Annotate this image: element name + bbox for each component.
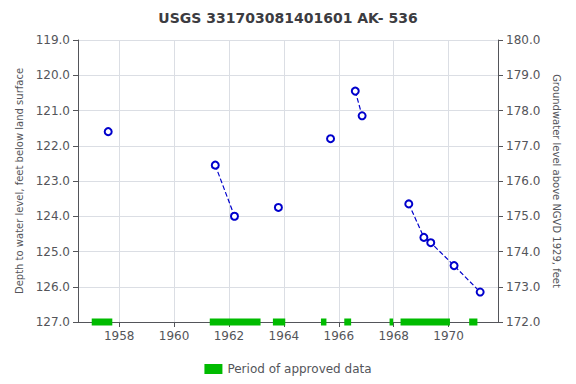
svg-text:USGS 331703081401601 AK- 536: USGS 331703081401601 AK- 536 <box>158 10 417 26</box>
svg-text:1966: 1966 <box>324 329 355 343</box>
svg-text:172.0: 172.0 <box>506 315 540 329</box>
svg-text:1968: 1968 <box>378 329 409 343</box>
svg-text:1964: 1964 <box>269 329 300 343</box>
svg-text:174.0: 174.0 <box>506 245 540 259</box>
svg-text:127.0: 127.0 <box>36 315 70 329</box>
svg-text:173.0: 173.0 <box>506 280 540 294</box>
svg-text:180.0: 180.0 <box>506 33 540 47</box>
svg-text:178.0: 178.0 <box>506 104 540 118</box>
svg-text:Depth to water level, feet bel: Depth to water level, feet below land su… <box>14 68 25 294</box>
svg-text:Groundwater level above NGVD 1: Groundwater level above NGVD 1929, feet <box>551 74 562 288</box>
svg-text:120.0: 120.0 <box>36 68 70 82</box>
svg-text:1960: 1960 <box>159 329 190 343</box>
svg-text:123.0: 123.0 <box>36 174 70 188</box>
svg-text:119.0: 119.0 <box>36 33 70 47</box>
svg-text:177.0: 177.0 <box>506 139 540 153</box>
svg-text:1970: 1970 <box>433 329 464 343</box>
svg-text:176.0: 176.0 <box>506 174 540 188</box>
svg-text:Period of approved data: Period of approved data <box>227 362 371 376</box>
svg-text:121.0: 121.0 <box>36 104 70 118</box>
svg-text:122.0: 122.0 <box>36 139 70 153</box>
svg-text:126.0: 126.0 <box>36 280 70 294</box>
svg-text:124.0: 124.0 <box>36 209 70 223</box>
svg-text:179.0: 179.0 <box>506 68 540 82</box>
svg-text:1958: 1958 <box>104 329 135 343</box>
svg-text:175.0: 175.0 <box>506 209 540 223</box>
svg-text:1962: 1962 <box>214 329 245 343</box>
svg-text:125.0: 125.0 <box>36 245 70 259</box>
